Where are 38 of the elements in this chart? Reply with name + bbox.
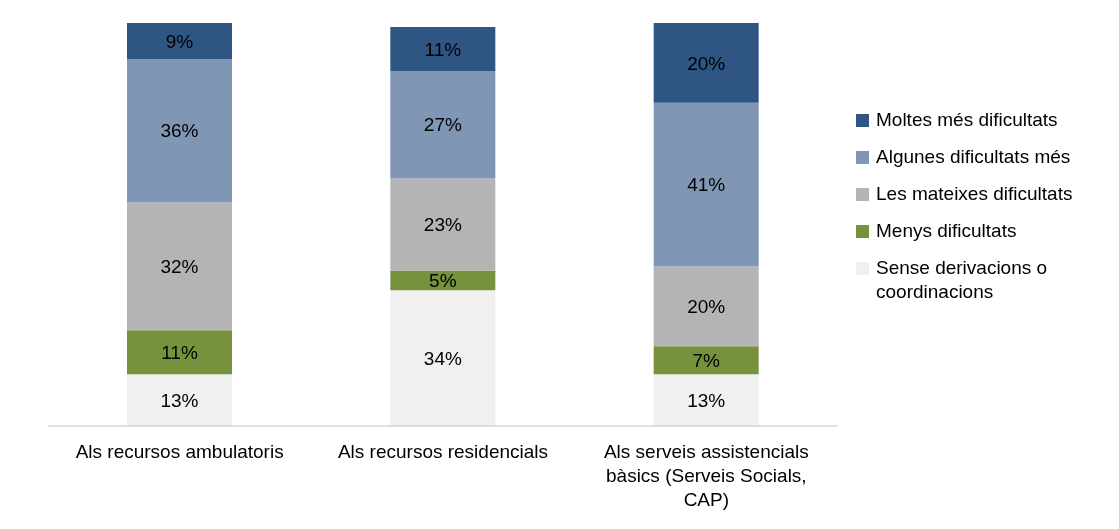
data-label: 34%: [423, 347, 462, 369]
bar: [653, 23, 759, 103]
data-label: 20%: [687, 52, 726, 74]
bar: [653, 102, 759, 267]
bar: [390, 270, 496, 291]
data-label: 13%: [687, 389, 726, 411]
bar: [127, 374, 232, 426]
data-label: 23%: [423, 214, 462, 236]
legend-label: Menys dificultats: [876, 219, 1018, 243]
bar: [390, 290, 496, 426]
x-tick-label: Als recursos ambulatoris: [75, 441, 284, 462]
data-label: 13%: [160, 389, 199, 411]
bar: [653, 266, 759, 347]
bar: [127, 23, 232, 59]
legend-label: Moltes més dificultats: [876, 108, 1059, 132]
data-label: 11%: [161, 341, 198, 363]
bar: [653, 346, 759, 375]
bar: [653, 374, 759, 426]
data-label: 41%: [687, 174, 726, 196]
bar: [127, 330, 232, 375]
data-label: 32%: [160, 256, 199, 278]
bar: [390, 70, 496, 179]
x-tick-label: Als recursos residencials: [337, 441, 549, 462]
bar: [127, 58, 232, 203]
data-label: 9%: [165, 30, 194, 52]
data-label: 36%: [160, 120, 199, 142]
data-label: 27%: [423, 114, 462, 136]
bar: [127, 202, 232, 331]
data-label: 5%: [429, 270, 457, 292]
data-label: 7%: [692, 349, 720, 371]
x-tick-label: Als serveis assistencials bàsics (Serveis Socials, CAP): [603, 441, 809, 510]
legend-label: Les mateixes dificultats: [876, 182, 1074, 206]
legend-label: Sense derivacions o coordinacions: [876, 256, 1049, 304]
bar: [390, 178, 496, 271]
bar: [390, 26, 496, 71]
data-label: 11%: [424, 38, 462, 60]
legend-label: Algunes dificultats més: [876, 145, 1072, 169]
data-label: 20%: [687, 296, 726, 318]
